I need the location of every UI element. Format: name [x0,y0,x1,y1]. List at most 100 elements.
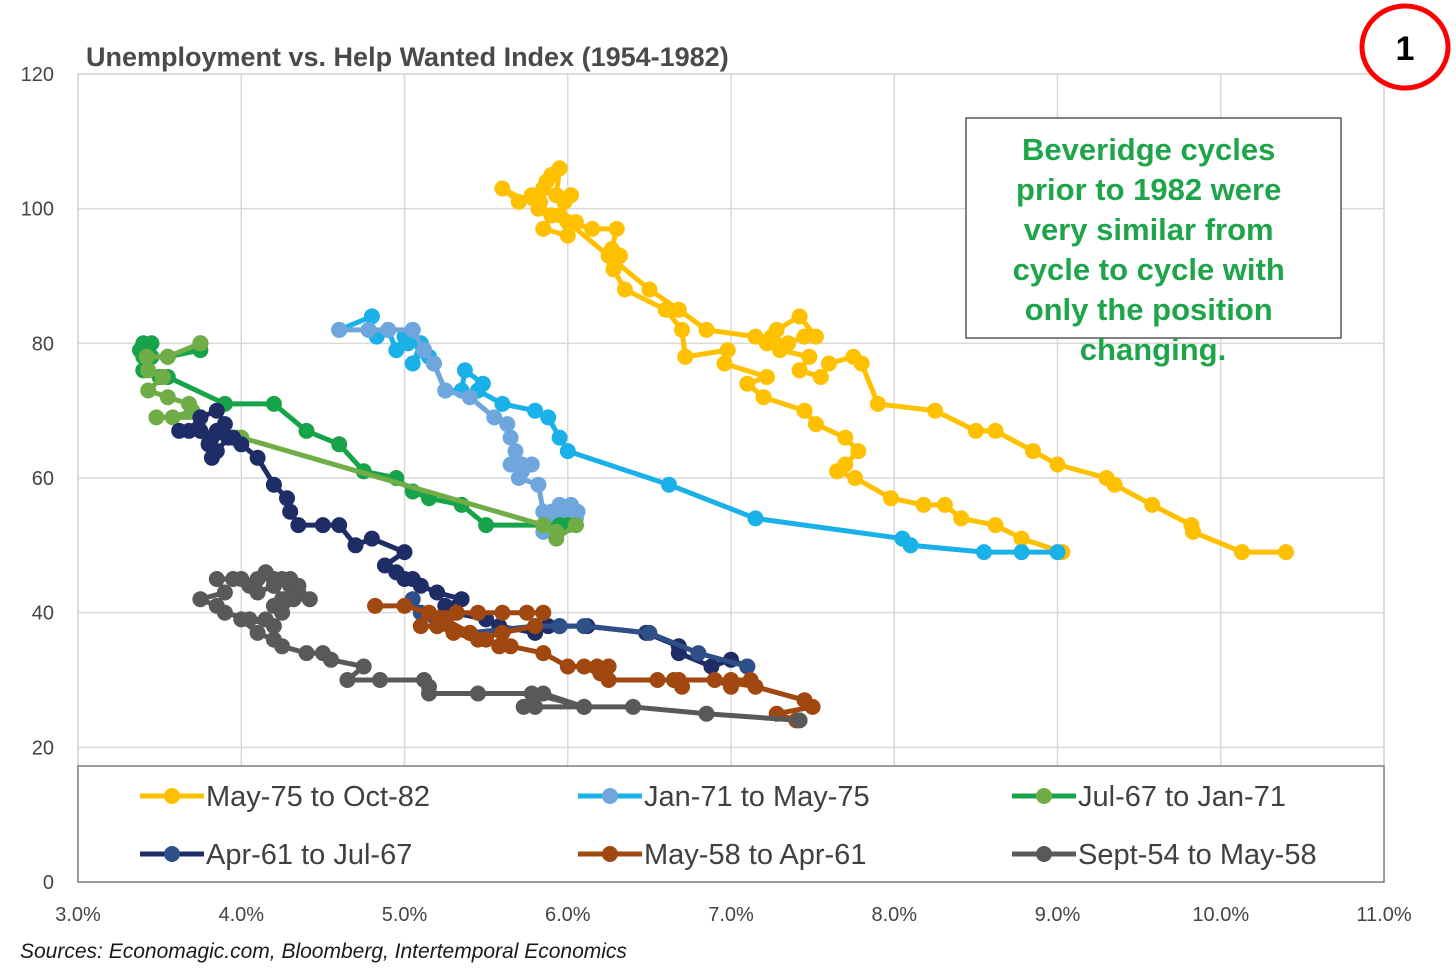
data-point [314,517,331,534]
data-point [171,422,188,439]
data-point [298,422,315,439]
data-point [559,227,576,244]
legend-swatch-marker [1036,846,1052,862]
axis-tick-labels: 0 20 40 60 80 100 120 3.0% 4.0% 5.0% 6.0% 7.0% 8.0% 9… [21,64,1412,926]
badge-circle [1359,3,1451,91]
data-point [282,503,299,520]
data-point [690,645,707,662]
data-point [649,672,666,688]
data-point [203,429,220,446]
data-point [502,429,519,446]
legend-item: Jan-71 to May-75 [578,781,870,813]
annotation-box: Beveridge cycles prior to 1982 were very… [965,117,1342,367]
data-point [404,321,421,338]
data-point [290,517,307,534]
x-tick-label: 9.0% [1035,904,1081,926]
legend-swatch-marker [1036,788,1052,804]
data-point [530,476,547,493]
data-point [143,335,160,352]
data-point [502,638,519,655]
data-point [551,618,568,635]
data-point [265,618,282,635]
data-point [791,308,808,325]
data-point [301,591,318,608]
x-tick-label: 11.0% [1356,904,1411,926]
data-point [739,658,756,675]
data-point [915,496,932,513]
data-point [249,449,266,466]
data-point [535,604,552,621]
data-point [478,517,495,534]
data-point [791,362,808,379]
data-point [1106,476,1123,493]
data-point [747,510,764,527]
data-point [461,624,478,641]
data-point [812,369,829,385]
chart-number-badge: 1 [1359,3,1451,91]
series-group [132,160,1294,729]
data-point [661,476,677,493]
data-point [548,530,565,547]
data-point [584,220,601,237]
data-point [355,658,372,675]
data-point [755,389,772,406]
data-point [796,402,813,419]
y-tick-label: 120 [21,64,54,86]
data-point [576,658,593,675]
legend-swatch-marker [602,846,618,862]
data-point [902,537,919,554]
data-point [456,362,473,379]
x-tick-label: 6.0% [545,904,591,926]
data-point [486,409,503,426]
data-point [850,443,867,460]
legend-item: Sept-54 to May-58 [1012,839,1317,871]
data-point [470,604,486,621]
legend-entries: May-75 to Oct-82 Jan-71 to May-75 Jul-67 t… [140,781,1317,871]
data-point [987,517,1004,534]
y-tick-label: 80 [32,333,54,355]
data-point [347,537,364,554]
data-point [396,544,413,561]
series-4 [138,335,584,547]
data-point [265,476,282,493]
data-point [363,530,380,547]
data-point [429,584,446,601]
data-point [360,321,377,338]
data-point [600,658,617,675]
data-point [523,187,540,204]
data-point [820,355,837,372]
annotation-text: Beveridge cycles prior to 1982 were very… [1013,132,1294,367]
legend-label: Jan-71 to May-75 [644,781,870,813]
data-point [953,510,970,527]
data-point [372,672,388,688]
data-point [807,328,824,345]
series-line [372,603,816,723]
data-point [216,416,233,433]
data-point [208,597,225,614]
legend-label: Jul-67 to Jan-71 [1078,781,1286,813]
data-point [491,638,508,655]
annotation-line: very similar from [1024,212,1274,247]
legend-swatch-marker [164,788,180,804]
data-point [1013,544,1030,561]
data-point [437,382,454,399]
legend: May-75 to Oct-82 Jan-71 to May-75 Jul-67 t… [77,765,1385,883]
legend-item: Apr-61 to Jul-67 [140,839,412,871]
data-point [641,281,658,298]
data-point [869,395,886,412]
legend-item: May-75 to Oct-82 [140,781,430,813]
y-tick-label: 60 [32,468,54,490]
data-point [576,698,593,715]
data-point [1144,496,1161,513]
data-point [801,348,818,365]
data-point [936,496,953,513]
data-point [551,160,568,177]
data-point [576,618,593,635]
x-tick-label: 10.0% [1192,904,1249,926]
data-point [285,591,302,608]
legend-frame [77,765,1385,883]
data-point [494,624,511,641]
data-point [670,301,687,318]
data-point [723,678,739,695]
legend-label: Apr-61 to Jul-67 [206,839,412,871]
